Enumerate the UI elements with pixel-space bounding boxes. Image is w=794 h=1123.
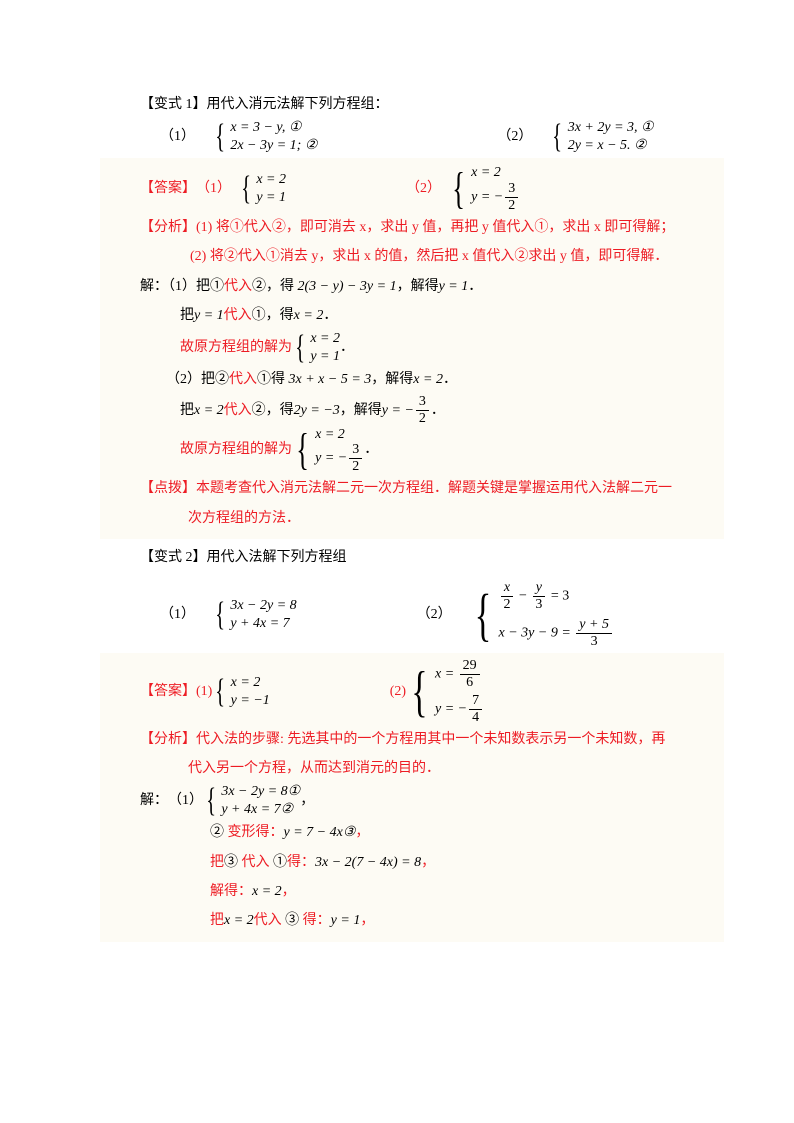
v2-p2-eq2: x − 3y − 9 = y + 53	[499, 618, 614, 649]
v2-p2-system: { x2 − y3 = 3 x − 3y − 9 = y + 53	[469, 581, 614, 649]
p2-eq1: 3x + 2y = 3, ①	[568, 119, 654, 137]
analysis2-l2: 代入另一个方程，从而达到消元的目的．	[100, 754, 724, 783]
v2-p1-system: { 3x − 2y = 8 y + 4x = 7	[212, 597, 297, 632]
answer1-s2: { x = 2 y = −32	[448, 164, 520, 213]
answer2-row: 【答案】 (1) { x = 2 y = −1 (2) { x = 296 y …	[100, 659, 724, 725]
p1-label: （1）	[160, 122, 212, 151]
sol1-line2: 把y = 1代入①，得x = 2．	[100, 301, 724, 330]
sol2-line4: 把x = 2代入 ③ 得：y = 1，	[100, 906, 724, 935]
sol2-line2: 把③ 代入 ①得：3x − 2(7 − 4x) = 8，	[100, 848, 724, 877]
tip1-l2: 次方程组的方法．	[100, 504, 724, 533]
a1-s2a: x = 2	[471, 164, 520, 182]
p1-eq1: x = 3 − y, ①	[230, 119, 317, 137]
tip1: 【点拨】本题考查代入消元法解二元一次方程组．解题关键是掌握运用代入法解二元一	[100, 474, 724, 503]
sol1-line3: 故原方程组的解为 { x = 2 y = 1 ．	[100, 330, 724, 365]
sol1-line4: （2）把②代入①得 3x + x − 5 = 3，解得x = 2．	[100, 365, 724, 394]
p1-system: { x = 3 − y, ① 2x − 3y = 1; ②	[212, 119, 317, 154]
analysis2-tag: 【分析】	[140, 732, 196, 747]
sol1-tag: 解：	[140, 279, 168, 294]
a1-s2b: y = −32	[471, 182, 520, 213]
variant1-problems: （1） { x = 3 − y, ① 2x − 3y = 1; ② （2） { …	[100, 119, 724, 154]
sol2-line1: ② 变形得：y = 7 − 4x③，	[100, 818, 724, 847]
answer1-row: 【答案】 （1） { x = 2 y = 1 （2） { x = 2 y = −…	[100, 164, 724, 213]
tip1-tag: 【点拨】	[140, 481, 196, 496]
sol1-line1: 解：（1）把①代入②，得 2(3 − y) − 3y = 1，解得y = 1．	[100, 272, 724, 301]
answer2-tag: 【答案】	[140, 677, 196, 706]
sol1-line5: 把x = 2代入②，得2y = −3，解得 y = −32．	[100, 395, 724, 426]
analysis1-l2: (2) 将②代入①消去 y，求出 x 的值，然后把 x 值代入②求出 y 值，即…	[100, 242, 724, 271]
sol2-line3: 解得：x = 2，	[100, 877, 724, 906]
answer1-l1: （1）	[196, 174, 231, 203]
a1-s1b: y = 1	[256, 189, 286, 207]
variant1-title: 【变式 1】用代入消元法解下列方程组：	[100, 90, 724, 119]
sol2-line0: 解：（1） { 3x − 2y = 8① y + 4x = 7② ，	[100, 783, 724, 818]
v2-p2-eq1: x2 − y3 = 3	[499, 581, 614, 612]
answer1-tag: 【答案】	[140, 174, 196, 203]
p1-eq2: 2x − 3y = 1; ②	[230, 137, 317, 155]
answer1-l2: （2）	[406, 174, 441, 203]
variant2-title: 【变式 2】用代入法解下列方程组	[100, 543, 724, 572]
p2-eq2: 2y = x − 5. ②	[568, 137, 654, 155]
analysis2: 【分析】代入法的步骤: 先选其中的一个方程用其中一个未知数表示另一个未知数，再	[100, 725, 724, 754]
analysis1-l1: (1) 将①代入②，即可消去 x，求出 y 值，再把 y 值代入①，求出 x 即…	[196, 220, 674, 235]
sol1-line6: 故原方程组的解为 { x = 2 y = −32 ．	[100, 426, 724, 475]
p2-label: （2）	[497, 122, 549, 151]
variant2-problems: （1） { 3x − 2y = 8 y + 4x = 7 （2） { x2 − …	[100, 581, 724, 649]
a1-s1a: x = 2	[256, 171, 286, 189]
v2-p2-label: （2）	[417, 600, 469, 629]
answer1-s1: { x = 2 y = 1	[238, 171, 286, 206]
analysis1: 【分析】(1) 将①代入②，即可消去 x，求出 y 值，再把 y 值代入①，求出…	[100, 213, 724, 242]
v2-p1-label: （1）	[160, 600, 212, 629]
analysis1-tag: 【分析】	[140, 220, 196, 235]
p2-system: { 3x + 2y = 3, ① 2y = x − 5. ②	[549, 119, 653, 154]
